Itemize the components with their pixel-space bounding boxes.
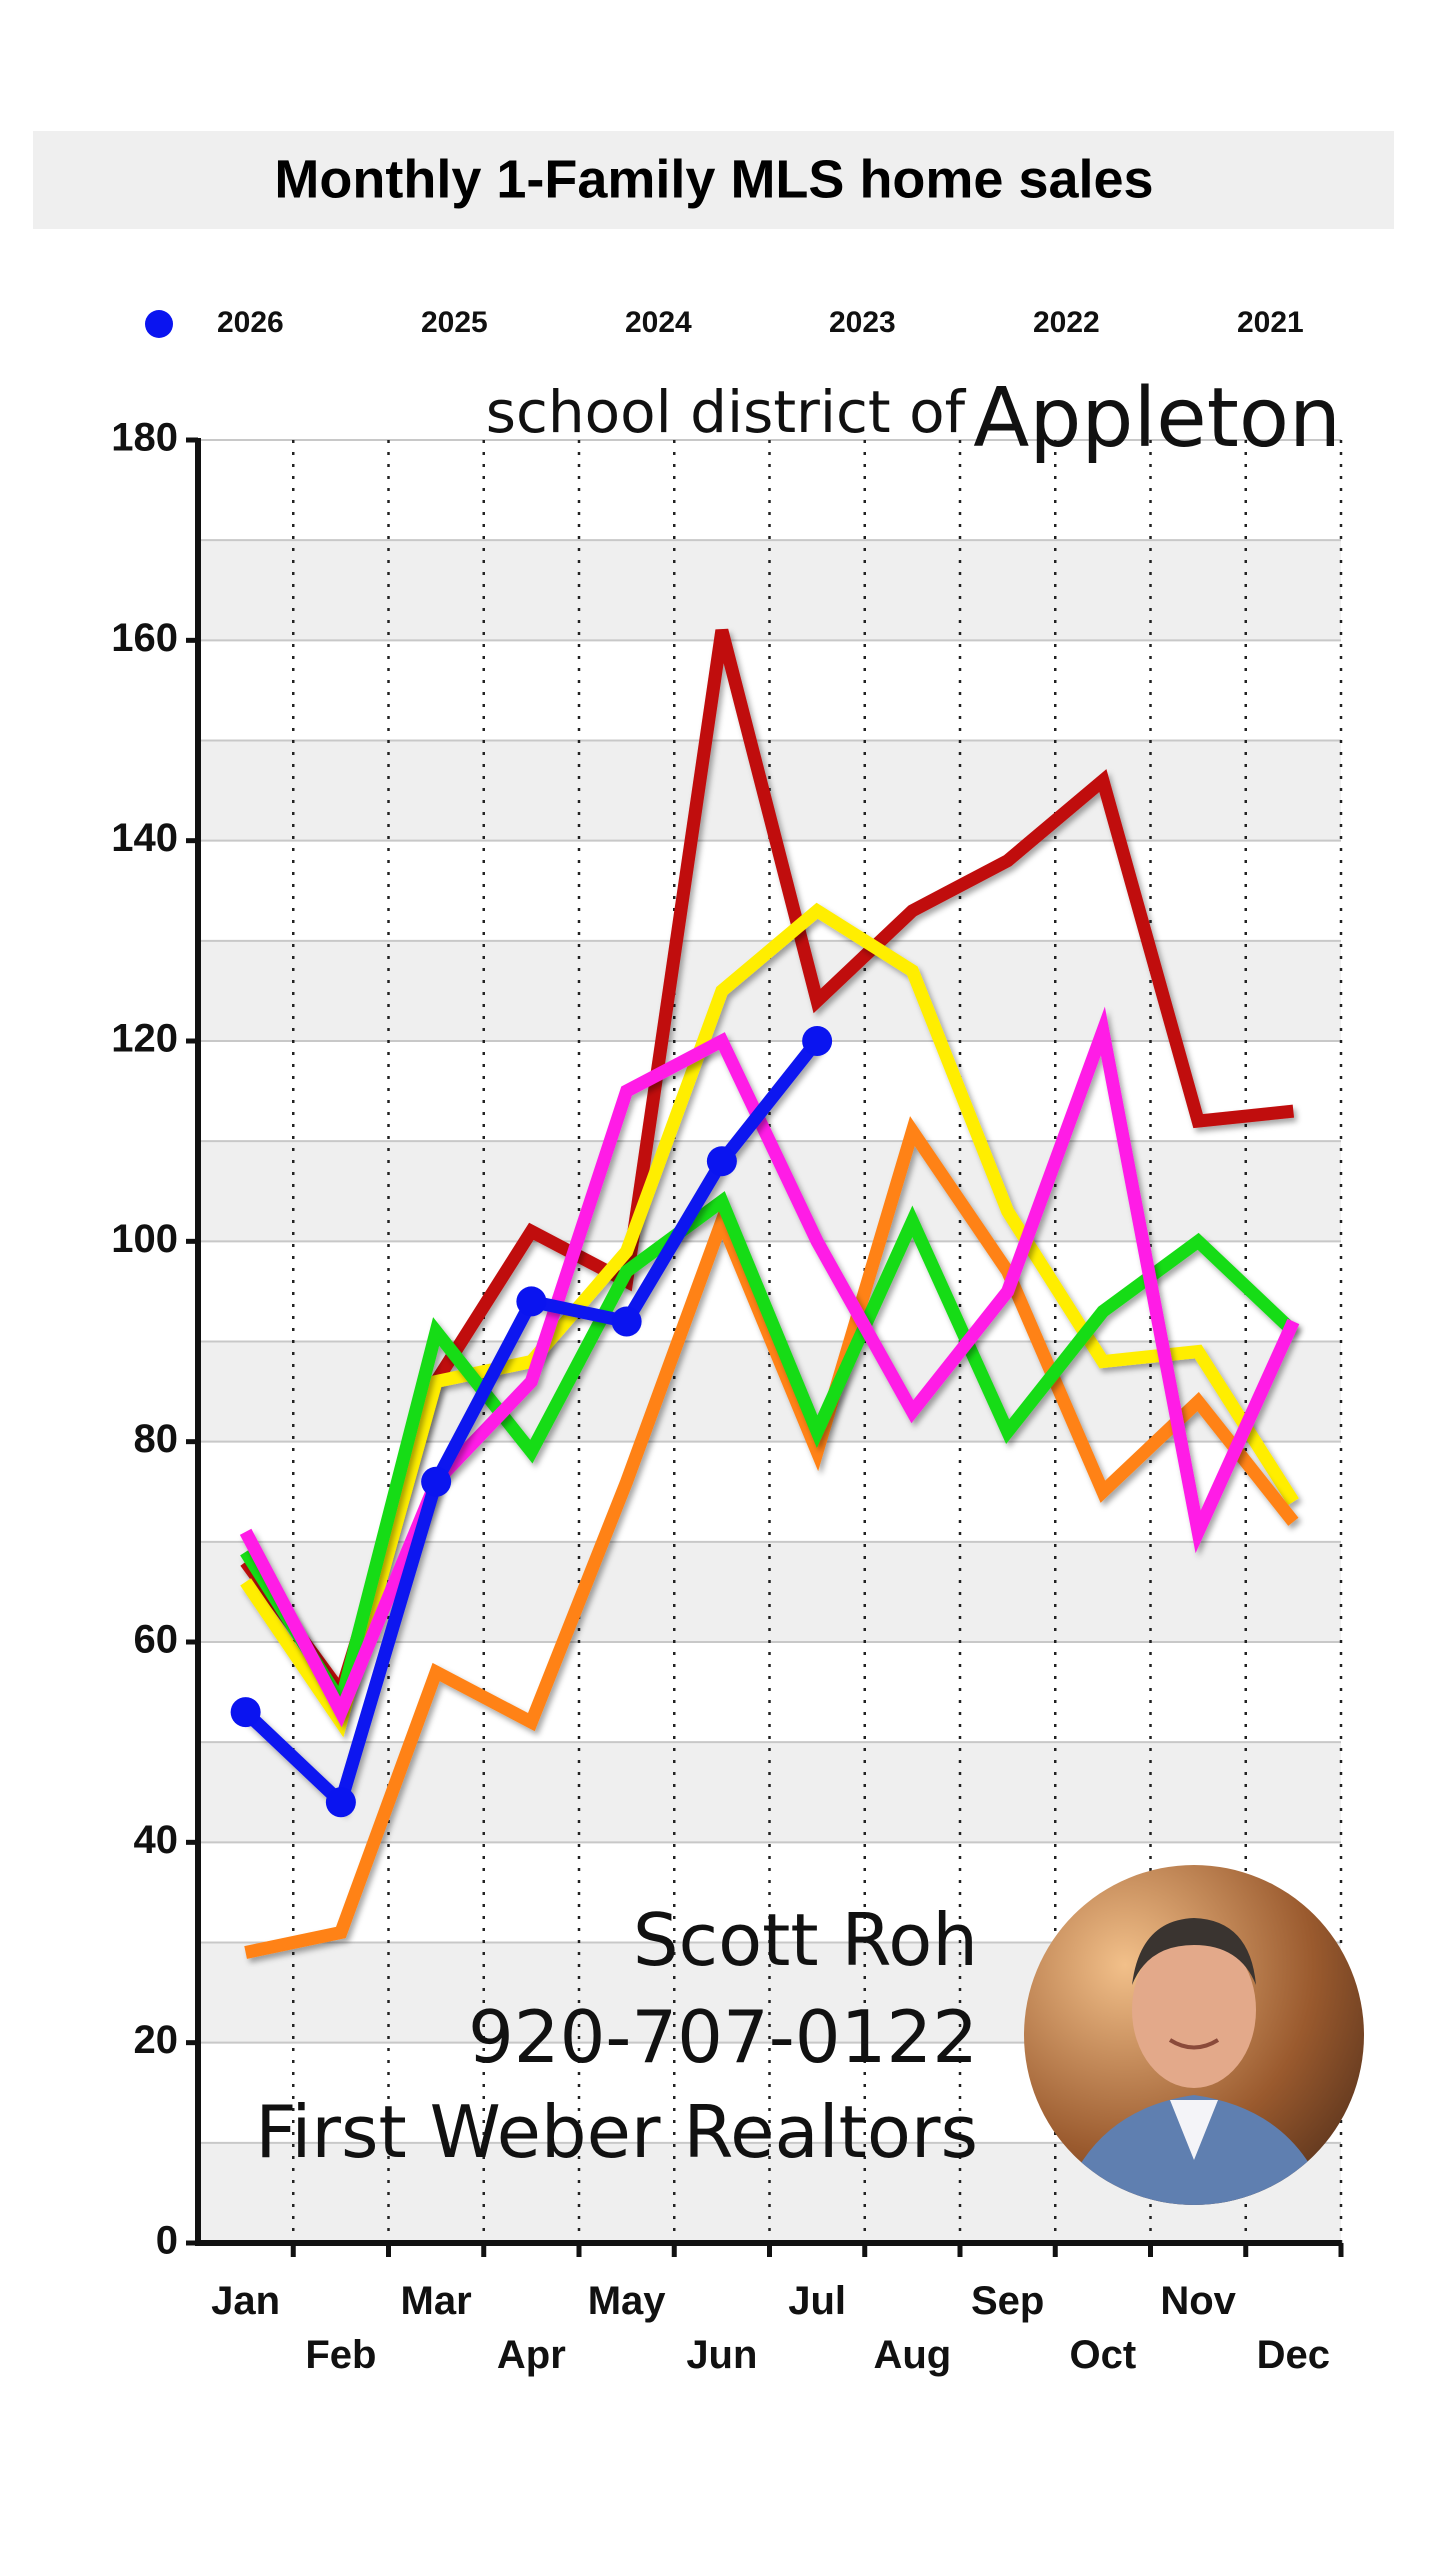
x-tick-label: Aug	[873, 2333, 951, 2377]
x-tick-label: Apr	[497, 2333, 566, 2377]
series-line	[244, 1116, 1299, 1959]
point	[802, 1026, 833, 1056]
y-tick-label: 80	[134, 1417, 179, 1461]
point	[706, 1146, 737, 1177]
title-bar	[33, 131, 1394, 229]
legend-label: 2021	[1237, 306, 1304, 339]
legend: 2026 2025 2024 2023 2022 2021	[109, 306, 1304, 339]
legend-label: 2023	[829, 306, 896, 339]
point	[421, 1466, 452, 1497]
x-tick-label: Feb	[305, 2333, 376, 2377]
x-tick-label: Dec	[1257, 2333, 1330, 2377]
x-tick-label: Jul	[788, 2279, 846, 2323]
x-tick-label: Mar	[401, 2279, 472, 2323]
legend-label: 2022	[1033, 306, 1100, 339]
y-tick-label: 120	[111, 1017, 178, 1061]
y-tick-label: 40	[134, 1818, 179, 1862]
chart-title: Monthly 1-Family MLS home sales	[274, 149, 1153, 209]
annotation: Appleton	[973, 371, 1341, 466]
x-tick-label: Sep	[971, 2279, 1044, 2323]
y-tick-label: 100	[111, 1217, 178, 1261]
point	[230, 1697, 261, 1728]
grid-band	[198, 1742, 1341, 1843]
legend-label: 2026	[217, 306, 284, 339]
legend-label: 2025	[421, 306, 488, 339]
annotation: First Weber Realtors	[255, 2090, 978, 2174]
series-line	[240, 1191, 1298, 1719]
x-tick-label: Jun	[686, 2333, 757, 2377]
y-tick-label: 160	[111, 616, 178, 660]
x-tick-label: May	[588, 2279, 667, 2323]
annotation: school district of	[486, 378, 967, 446]
point	[611, 1306, 642, 1337]
annotation: Scott Roh	[633, 1898, 978, 1982]
y-tick-label: 20	[134, 2018, 179, 2062]
x-tick-label: Oct	[1070, 2333, 1137, 2377]
point	[516, 1286, 547, 1317]
y-tick-label: 60	[134, 1618, 179, 1662]
series-line	[240, 902, 1299, 1738]
grid-band	[198, 540, 1341, 641]
legend-label: 2024	[625, 306, 692, 339]
agent-photo	[1024, 1865, 1364, 2205]
point	[325, 1787, 356, 1818]
x-tick-label: Jan	[211, 2279, 280, 2323]
grid-band	[198, 1141, 1341, 1242]
y-tick-label: 140	[111, 816, 178, 860]
y-tick-label: 0	[156, 2219, 178, 2263]
y-tick-label: 180	[111, 416, 178, 460]
x-tick-label: Nov	[1160, 2279, 1236, 2323]
legend-marker	[145, 310, 173, 338]
annotation: 920-707-0122	[468, 1995, 978, 2079]
